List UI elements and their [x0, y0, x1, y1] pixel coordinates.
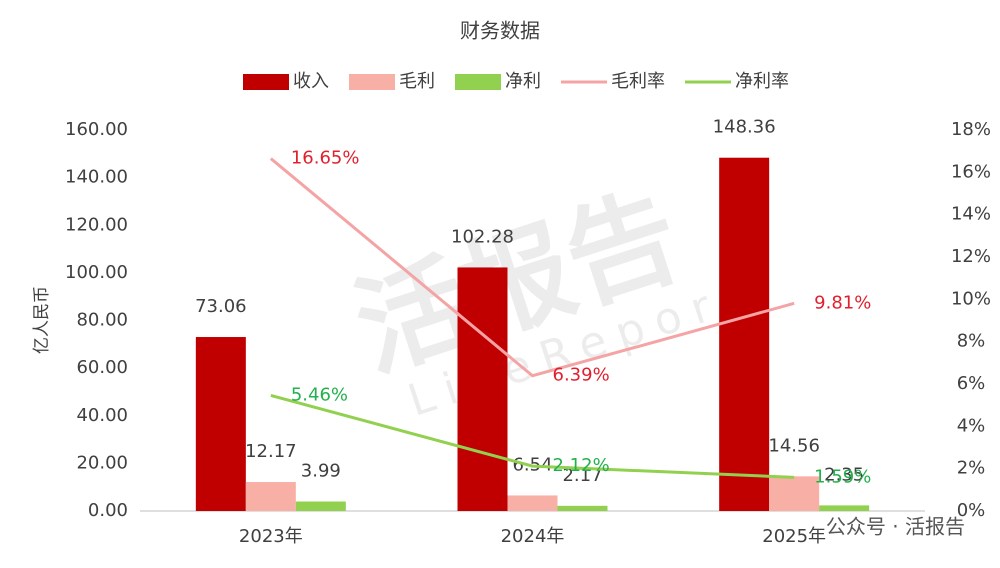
legend-swatch [455, 74, 501, 90]
y-tick-label: 0.00 [88, 500, 128, 521]
bar-value-label: 148.36 [713, 117, 776, 138]
y2-tick-label: 2% [957, 458, 986, 479]
legend-label: 净利 [505, 71, 541, 92]
x-tick-label: 2023年 [239, 526, 303, 547]
bar [557, 505, 608, 511]
bar-value-label: 3.99 [301, 460, 341, 481]
bar [507, 495, 558, 511]
y2-tick-label: 16% [951, 161, 991, 182]
legend-swatch [243, 74, 289, 90]
y-tick-label: 20.00 [76, 452, 128, 473]
y-tick-label: 120.00 [65, 214, 128, 235]
line-value-label: 6.39% [553, 365, 610, 386]
y2-tick-label: 8% [957, 331, 986, 352]
bar-value-label: 73.06 [195, 296, 247, 317]
line [269, 157, 795, 378]
y2-tick-label: 18% [951, 119, 991, 140]
y-axis-label: 亿人民币 [32, 286, 52, 354]
y2-tick-label: 10% [951, 288, 991, 309]
bar-value-label: 14.56 [768, 435, 820, 456]
chart-title: 财务数据 [460, 19, 540, 43]
y2-tick-label: 14% [951, 204, 991, 225]
legend-label: 毛利 [399, 71, 435, 92]
y-tick-label: 80.00 [76, 310, 128, 331]
y-tick-label: 60.00 [76, 357, 128, 378]
line-value-label: 16.65% [291, 148, 360, 169]
legend-swatch [349, 74, 395, 90]
legend-label: 净利率 [735, 71, 789, 92]
bar-value-label: 12.17 [245, 441, 297, 462]
line [270, 393, 795, 479]
bar [295, 501, 346, 511]
line-value-label: 2.12% [553, 455, 610, 476]
bar [195, 337, 246, 511]
y2-tick-label: 4% [957, 415, 986, 436]
footer: 公众号 · 活报告 [826, 515, 965, 539]
y-tick-label: 160.00 [65, 119, 128, 140]
bar-value-label: 2.35 [824, 464, 864, 485]
bar [769, 476, 820, 511]
y2-tick-label: 0% [957, 500, 986, 521]
line-value-label: 5.46% [291, 384, 348, 405]
legend-label: 收入 [293, 71, 329, 92]
line-value-label: 9.81% [814, 292, 871, 313]
x-tick-label: 2024年 [501, 526, 565, 547]
y-tick-label: 100.00 [65, 262, 128, 283]
y2-tick-label: 12% [951, 246, 991, 267]
y2-tick-label: 6% [957, 373, 986, 394]
y-tick-label: 40.00 [76, 405, 128, 426]
x-tick-label: 2025年 [762, 526, 826, 547]
legend-label: 毛利率 [611, 71, 665, 92]
y-tick-label: 140.00 [65, 167, 128, 188]
bar-value-label: 102.28 [451, 226, 514, 247]
line-value-label: 1.59% [814, 466, 871, 487]
bar [819, 505, 870, 511]
bar [719, 157, 770, 511]
bar [245, 482, 296, 511]
bar [457, 267, 508, 511]
